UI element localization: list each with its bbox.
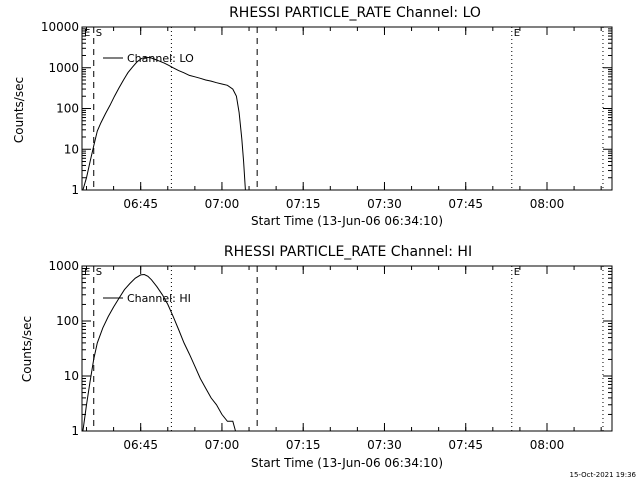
y-ticks-hi: 1 10 100 1000 [48,259,612,438]
event-marker-label: E [84,28,90,39]
plot-area-hi: 06:45 07:00 07:15 07:30 07:45 08:00 1 10 100 100… [48,259,613,452]
y-axis-title-lo: Counts/sec [12,77,26,143]
y-tick-label: 10 [64,142,79,156]
timestamp-footer: 15-Oct-2021 19:36 [569,471,636,479]
series-hi [82,273,236,432]
y-tick-label: 10 [64,369,79,383]
y-ticks-lo: 1 10 100 1000 10000 [41,20,612,197]
series-line [82,56,246,191]
x-tick-label: 07:15 [286,197,321,211]
x-axis-label-hi: Start Time (13-Jun-06 06:34:10) [251,456,443,470]
legend-label-lo: Channel: LO [127,52,194,65]
x-tick-label: 07:45 [448,438,483,452]
x-tick-label: 06:45 [123,197,158,211]
x-tick-label: 06:45 [123,438,158,452]
plot-area-lo: 06:45 07:00 07:15 07:30 07:45 08:00 1 10 100 100… [41,20,613,211]
y-axis-title-hi: Counts/sec [20,316,34,382]
x-tick-label: 08:00 [530,438,565,452]
legend-label-hi: Channel: HI [127,292,191,305]
chart-panel-hi: RHESSI PARTICLE_RATE Channel: HI Counts/… [20,244,613,470]
event-marker-label: S [96,267,102,278]
y-tick-label: 1000 [48,61,79,75]
y-tick-label: 1 [71,183,79,197]
chart-title-lo: RHESSI PARTICLE_RATE Channel: LO [229,5,481,21]
chart-panel-lo: RHESSI PARTICLE_RATE Channel: LO Counts/… [12,5,613,228]
series-line [82,273,236,432]
event-marker-label: E [84,267,90,278]
x-tick-label: 07:00 [205,197,240,211]
x-tick-label: 08:00 [530,197,565,211]
legend-lo: Channel: LO [103,52,194,65]
y-tick-label: 1000 [48,259,79,273]
x-ticks-hi: 06:45 07:00 07:15 07:30 07:45 08:00 [86,266,602,452]
x-tick-label: 07:15 [286,438,321,452]
chart-title-hi: RHESSI PARTICLE_RATE Channel: HI [224,244,472,260]
y-tick-label: 100 [56,314,79,328]
y-tick-label: 1 [71,424,79,438]
y-tick-label: 100 [56,102,79,116]
event-marker-label: E [514,28,520,39]
y-axis-label-hi: Counts/sec [20,316,34,382]
event-marker-label: S [96,28,102,39]
event-marker-label: E [514,267,520,278]
series-lo [82,56,246,191]
x-axis-label-lo: Start Time (13-Jun-06 06:34:10) [251,214,443,228]
x-tick-label: 07:45 [448,197,483,211]
x-tick-label: 07:30 [367,197,402,211]
plot-frame-hi [81,265,613,432]
x-tick-label: 07:30 [367,438,402,452]
legend-hi: Channel: HI [103,292,191,305]
y-tick-label: 10000 [41,20,79,34]
x-ticks-lo: 06:45 07:00 07:15 07:30 07:45 08:00 [86,27,602,211]
y-axis-label-lo: Counts/sec [12,77,26,143]
x-tick-label: 07:00 [205,438,240,452]
